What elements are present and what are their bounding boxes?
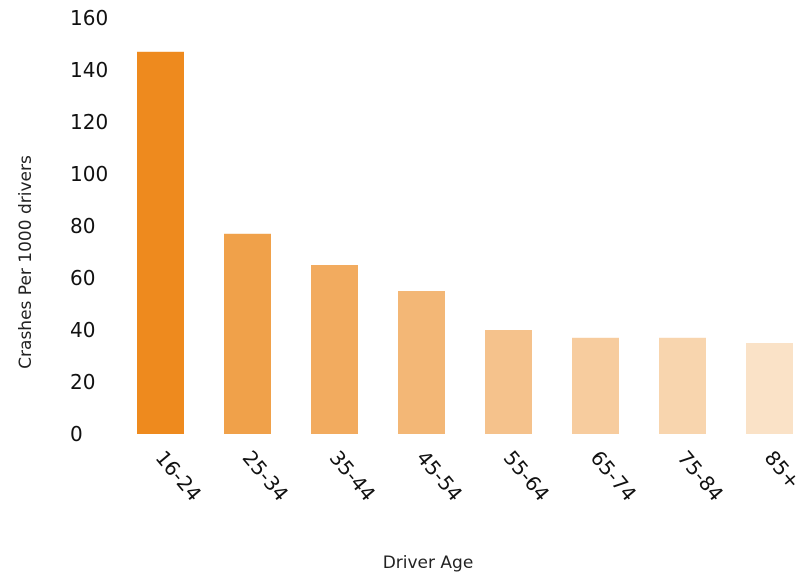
y-tick-label: 20 xyxy=(70,370,95,394)
x-tick-label: 65-74 xyxy=(586,446,642,506)
bar-16-24 xyxy=(137,51,184,435)
bar-65-74 xyxy=(572,337,619,434)
y-tick-label: 120 xyxy=(70,110,108,134)
y-tick-label: 80 xyxy=(70,214,95,238)
y-tick-label: 60 xyxy=(70,266,95,290)
x-tick-label: 75-84 xyxy=(673,446,729,506)
y-tick-label: 140 xyxy=(70,58,108,82)
x-tick-label: 85+ xyxy=(760,446,801,494)
bar-35-44 xyxy=(311,265,358,434)
y-tick-label: 0 xyxy=(70,422,83,446)
bar-85+ xyxy=(746,343,793,434)
x-tick-label: 55-64 xyxy=(499,446,555,506)
bar-25-34 xyxy=(224,233,271,434)
y-tick-label: 40 xyxy=(70,318,95,342)
x-tick-label: 45-54 xyxy=(412,446,468,506)
y-tick-label: 160 xyxy=(70,6,108,30)
x-tick-label: 16-24 xyxy=(151,446,207,506)
x-tick-label: 25-34 xyxy=(238,446,294,506)
bar-55-64 xyxy=(485,330,532,434)
bar-75-84 xyxy=(659,337,706,434)
bars xyxy=(137,51,793,435)
y-tick-label: 100 xyxy=(70,162,108,186)
x-axis-title: Driver Age xyxy=(383,553,474,573)
bar-45-54 xyxy=(398,291,445,434)
x-axis-tick-labels: 16-24 25-34 35-44 45-54 55-64 65-74 75-84 85+ xyxy=(151,446,801,506)
y-axis-ticks: 0 20 40 60 80 100 120 140 160 xyxy=(70,6,108,446)
y-axis-title: Crashes Per 1000 drivers xyxy=(16,155,36,369)
x-tick-label: 35-44 xyxy=(325,446,381,506)
